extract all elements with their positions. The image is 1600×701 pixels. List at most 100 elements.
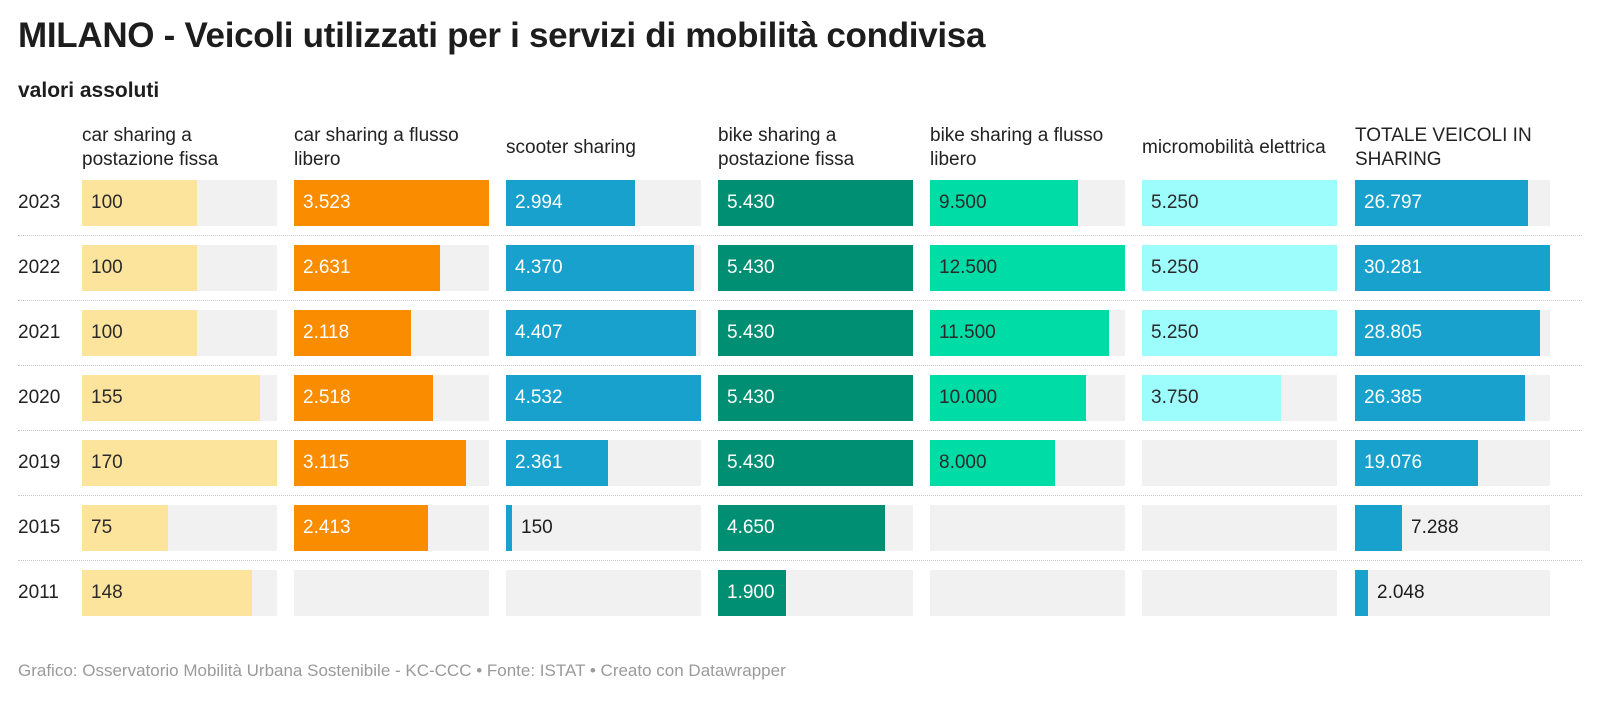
value-label: 3.750 [1151, 387, 1199, 408]
bar [930, 180, 1078, 226]
bar-cell: 4.650 [718, 505, 913, 551]
year-label: 2021 [18, 322, 61, 343]
bar-cell: 8.000 [930, 440, 1125, 486]
bar-cell: 2.994 [506, 180, 701, 226]
bar [718, 180, 913, 226]
chart-subtitle: valori assoluti [18, 79, 160, 102]
bar-cell: 75 [82, 505, 277, 551]
value-label: 5.430 [727, 322, 775, 343]
bar [1355, 440, 1478, 486]
value-label: 5.250 [1151, 257, 1199, 278]
bar [294, 440, 466, 486]
bar-cell: 5.430 [718, 440, 913, 486]
bar [82, 180, 197, 226]
column-header: micromobilità elettrica [1142, 137, 1326, 158]
value-label: 26.385 [1364, 387, 1423, 408]
value-label: 28.805 [1364, 322, 1423, 343]
bar-cell: 5.250 [1142, 310, 1337, 356]
bar [1355, 180, 1528, 226]
bar-cell: 5.250 [1142, 245, 1337, 291]
value-label: 2.361 [515, 452, 563, 473]
bar-cell: 170 [82, 440, 277, 486]
bar-cell: 5.430 [718, 180, 913, 226]
bar [1355, 375, 1525, 421]
column-header: car sharing a flusso libero [294, 125, 459, 170]
column-header: car sharing a postazione fissa [82, 125, 219, 170]
bar-cell: 3.750 [1142, 375, 1337, 421]
value-label: 2.518 [303, 387, 351, 408]
bar-cell: 2.413 [294, 505, 489, 551]
year-label: 2022 [18, 257, 61, 278]
value-label: 4.370 [515, 257, 563, 278]
value-label: 150 [521, 517, 553, 538]
year-label: 2023 [18, 192, 61, 213]
value-label: 2.631 [303, 257, 351, 278]
column-header: bike sharing a postazione fissa [718, 125, 855, 170]
value-label: 100 [91, 322, 123, 343]
bar-cell: 5.430 [718, 310, 913, 356]
bar-cell: 28.805 [1355, 310, 1550, 356]
bar [506, 505, 512, 551]
bar-cell: 4.370 [506, 245, 701, 291]
value-label: 4.532 [515, 387, 563, 408]
year-label: 2015 [18, 517, 61, 538]
bar-cell: 10.000 [930, 375, 1125, 421]
bar [294, 180, 489, 226]
bar-cell: 1.900 [718, 570, 913, 616]
bar [1142, 375, 1281, 421]
bar-cell [294, 570, 489, 616]
value-label: 3.523 [303, 192, 351, 213]
year-label: 2019 [18, 452, 61, 473]
bar [82, 570, 252, 616]
bar-cell: 7.288 [1355, 505, 1550, 551]
bar-cell: 4.407 [506, 310, 701, 356]
bar [294, 505, 428, 551]
bar [1355, 245, 1550, 291]
value-label: 5.250 [1151, 192, 1199, 213]
bar [294, 245, 440, 291]
bar [718, 440, 913, 486]
bar-cell [930, 505, 1125, 551]
value-label: 100 [91, 257, 123, 278]
value-label: 30.281 [1364, 257, 1423, 278]
year-label: 2020 [18, 387, 61, 408]
bar-cell: 2.631 [294, 245, 489, 291]
bar-cell: 148 [82, 570, 277, 616]
bar [718, 505, 885, 551]
bar-cell: 100 [82, 310, 277, 356]
bar [718, 570, 786, 616]
bar-cell [1142, 440, 1337, 486]
value-label: 5.430 [727, 257, 775, 278]
bar-cell [1142, 505, 1337, 551]
bar-cell: 155 [82, 375, 277, 421]
row-separator [18, 495, 1582, 496]
value-label: 2.048 [1377, 582, 1425, 603]
bar [506, 245, 694, 291]
column-header: bike sharing a flusso libero [930, 125, 1104, 170]
value-label: 5.430 [727, 387, 775, 408]
bar-cell: 4.532 [506, 375, 701, 421]
value-label: 2.994 [515, 192, 563, 213]
row-separator [18, 560, 1582, 561]
bar-cell: 5.430 [718, 375, 913, 421]
bar [930, 375, 1086, 421]
bar [1355, 570, 1368, 616]
bar [506, 375, 701, 421]
value-label: 148 [91, 582, 123, 603]
bar [294, 375, 433, 421]
bar [506, 180, 635, 226]
bar-cell: 150 [506, 505, 701, 551]
value-label: 5.430 [727, 452, 775, 473]
value-label: 2.118 [303, 322, 350, 343]
bar [930, 245, 1125, 291]
bar [82, 245, 197, 291]
value-label: 10.000 [939, 387, 998, 408]
value-label: 155 [91, 387, 123, 408]
value-label: 75 [91, 517, 113, 538]
column-header: scooter sharing [506, 137, 636, 158]
bar [82, 440, 277, 486]
chart-footer: Grafico: Osservatorio Mobilità Urbana So… [18, 661, 786, 680]
bar [294, 310, 411, 356]
bar-cell: 3.523 [294, 180, 489, 226]
bar [506, 440, 608, 486]
